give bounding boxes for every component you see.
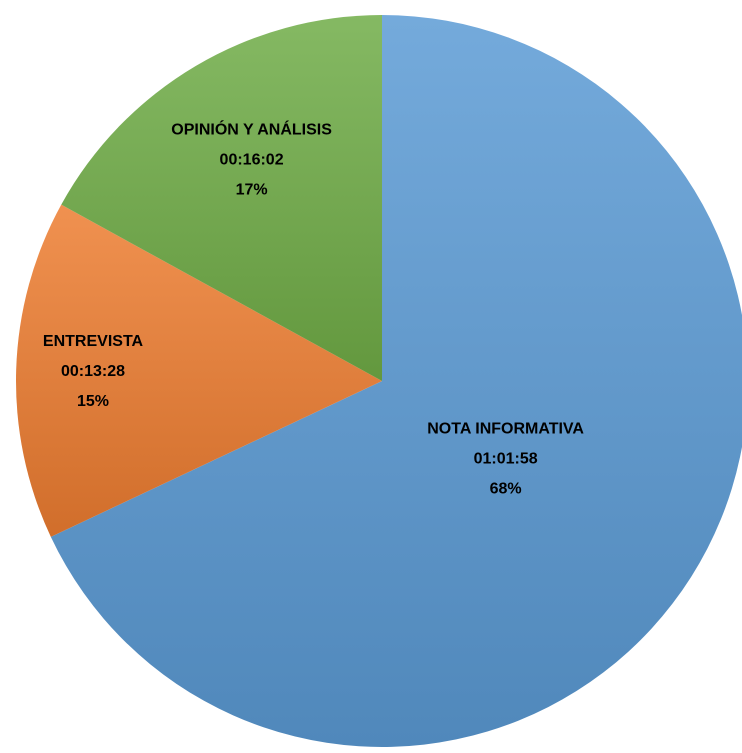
slice-label: NOTA INFORMATIVA <box>427 421 584 438</box>
slice-label: OPINIÓN Y ANÁLISIS <box>171 120 332 139</box>
pie-slice <box>61 15 382 381</box>
slice-percent: 68% <box>490 481 522 498</box>
pie-slice <box>50 15 742 747</box>
slice-duration: 01:01:58 <box>474 451 538 468</box>
slice-duration: 00:13:28 <box>61 363 125 380</box>
pie-slice <box>16 204 383 537</box>
slice-percent: 17% <box>236 182 268 199</box>
slice-percent: 15% <box>77 393 109 410</box>
slice-label: ENTREVISTA <box>43 333 144 350</box>
slice-duration: 00:16:02 <box>220 152 284 169</box>
